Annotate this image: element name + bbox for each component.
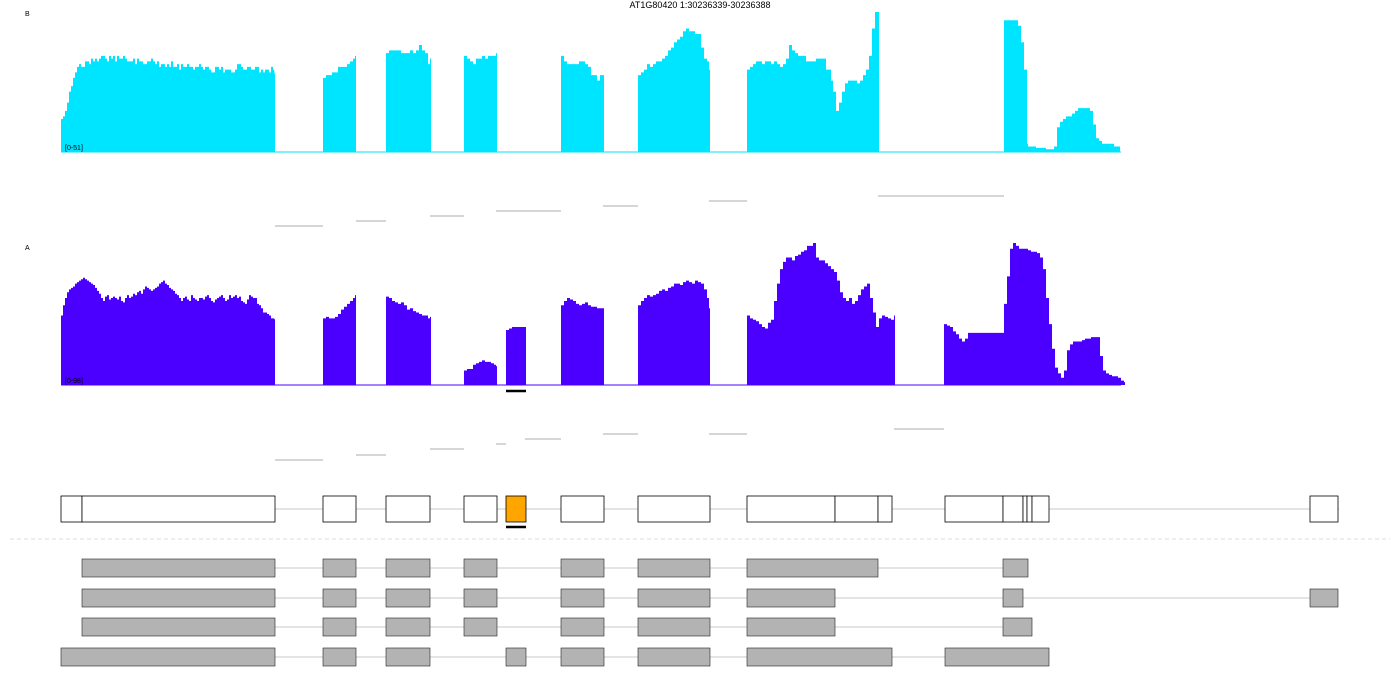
isoform-exon bbox=[81, 588, 276, 608]
exon-bin bbox=[834, 495, 879, 523]
isoform-exon bbox=[322, 647, 357, 667]
coverage-segment bbox=[747, 243, 895, 385]
coverage-segment bbox=[638, 280, 710, 385]
isoform-3 bbox=[81, 617, 1033, 637]
exon-bin bbox=[944, 495, 1004, 523]
exon-bin bbox=[463, 495, 498, 523]
exon-bin bbox=[637, 495, 711, 523]
track-a-range: [0-98] bbox=[65, 378, 83, 385]
isoform-exon bbox=[322, 588, 357, 608]
isoform-exon bbox=[81, 558, 276, 578]
track-b-junctions bbox=[275, 195, 1004, 227]
isoform-exon bbox=[1002, 617, 1033, 637]
isoform-exon bbox=[560, 558, 605, 578]
exon-bin bbox=[746, 495, 836, 523]
exon-bin bbox=[560, 495, 605, 523]
isoform-1 bbox=[81, 558, 1029, 578]
exon-bin bbox=[385, 495, 431, 523]
isoform-exon bbox=[1309, 588, 1339, 608]
track-b-label: B bbox=[25, 11, 30, 18]
isoform-exon bbox=[81, 617, 276, 637]
isoform-exon bbox=[60, 647, 276, 667]
isoform-exon bbox=[560, 617, 605, 637]
coverage-segment bbox=[323, 295, 356, 385]
coverage-segment bbox=[1004, 20, 1028, 153]
exon-bin bbox=[1022, 495, 1028, 523]
coverage-segment bbox=[386, 44, 431, 152]
exon-bin bbox=[877, 495, 893, 523]
coverage-segment bbox=[464, 53, 497, 153]
isoform-exon bbox=[560, 588, 605, 608]
coverage-segment bbox=[61, 55, 275, 152]
isoform-exon bbox=[746, 647, 893, 667]
isoform-exon bbox=[944, 647, 1050, 667]
exon-bin bbox=[60, 495, 83, 523]
coverage-segment bbox=[638, 28, 710, 152]
isoform-exon bbox=[322, 558, 357, 578]
exon-bin bbox=[1002, 495, 1024, 523]
isoform-exon bbox=[637, 617, 711, 637]
plot-title: AT1G80420 1:30236339-30236388 bbox=[630, 0, 771, 10]
isoform-exon bbox=[746, 617, 836, 637]
isoform-exon bbox=[385, 617, 431, 637]
isoform-exon bbox=[1002, 588, 1024, 608]
isoform-exon bbox=[322, 617, 357, 637]
isoform-exon bbox=[637, 588, 711, 608]
isoform-exon bbox=[746, 588, 836, 608]
coverage-segment bbox=[61, 277, 275, 385]
isoform-2 bbox=[81, 588, 1339, 608]
coverage-segment bbox=[386, 296, 431, 385]
track-b-coverage bbox=[61, 12, 1121, 153]
coverage-segment bbox=[1027, 108, 1120, 152]
coverage-segment bbox=[561, 298, 604, 385]
isoform-exon bbox=[746, 558, 879, 578]
isoform-4 bbox=[60, 647, 1050, 667]
exon-bin bbox=[1026, 495, 1033, 523]
coverage-segment bbox=[561, 55, 604, 152]
isoform-exon bbox=[385, 558, 431, 578]
exon-bin bbox=[1031, 495, 1050, 523]
track-a-label: A bbox=[25, 245, 30, 252]
track-a-junctions bbox=[275, 428, 944, 461]
coverage-segment bbox=[506, 327, 526, 385]
exon-bin-highlighted bbox=[505, 495, 527, 523]
isoform-exon bbox=[463, 558, 498, 578]
track-a-coverage bbox=[61, 243, 1125, 386]
isoform-exon bbox=[637, 647, 711, 667]
coverage-segment bbox=[323, 55, 356, 152]
isoform-exon bbox=[505, 647, 527, 667]
exon-bin bbox=[81, 495, 276, 523]
gene-model bbox=[60, 495, 1339, 529]
isoform-exon bbox=[1002, 558, 1029, 578]
coverage-segment bbox=[944, 243, 1125, 385]
coverage-segment bbox=[464, 360, 497, 385]
track-b-range: [0-51] bbox=[65, 145, 83, 152]
isoform-exon bbox=[385, 647, 431, 667]
isoform-exon bbox=[637, 558, 711, 578]
isoform-exon bbox=[463, 588, 498, 608]
isoform-exon bbox=[560, 647, 605, 667]
isoform-exon bbox=[385, 588, 431, 608]
exon-bin bbox=[1309, 495, 1339, 523]
exon-bin bbox=[322, 495, 357, 523]
coverage-segment bbox=[747, 12, 879, 152]
isoform-exon bbox=[463, 617, 498, 637]
